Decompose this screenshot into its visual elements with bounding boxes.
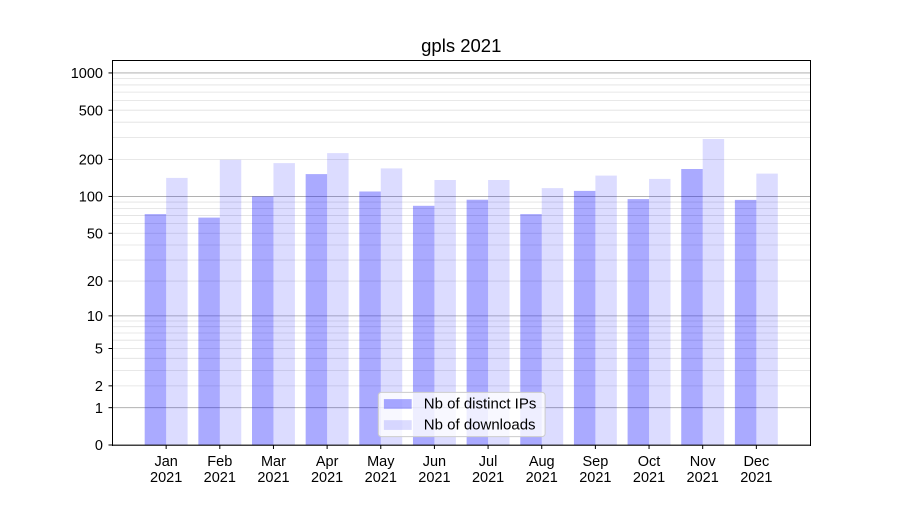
svg-text:2021: 2021 — [311, 470, 343, 486]
svg-text:Nb of downloads: Nb of downloads — [424, 416, 536, 433]
svg-text:2021: 2021 — [579, 470, 611, 486]
svg-text:Apr: Apr — [316, 454, 339, 470]
svg-text:Jun: Jun — [423, 454, 446, 470]
svg-text:1: 1 — [95, 401, 103, 417]
svg-text:2: 2 — [95, 379, 103, 395]
svg-text:May: May — [367, 454, 395, 470]
svg-text:2021: 2021 — [204, 470, 236, 486]
svg-text:Mar: Mar — [261, 454, 286, 470]
svg-text:Feb: Feb — [207, 454, 232, 470]
svg-text:100: 100 — [79, 190, 103, 206]
svg-text:Aug: Aug — [529, 454, 555, 470]
svg-text:2021: 2021 — [740, 470, 772, 486]
svg-text:5: 5 — [95, 342, 103, 358]
svg-text:500: 500 — [79, 103, 103, 119]
svg-text:Jan: Jan — [154, 454, 177, 470]
svg-text:1000: 1000 — [71, 66, 103, 82]
svg-text:gpls 2021: gpls 2021 — [421, 35, 501, 56]
svg-text:Oct: Oct — [638, 454, 661, 470]
svg-text:2021: 2021 — [526, 470, 558, 486]
svg-text:Jul: Jul — [479, 454, 498, 470]
svg-text:2021: 2021 — [150, 470, 182, 486]
svg-text:2021: 2021 — [472, 470, 504, 486]
svg-text:10: 10 — [87, 309, 103, 325]
svg-text:0: 0 — [95, 438, 103, 454]
svg-text:Nov: Nov — [690, 454, 717, 470]
svg-text:50: 50 — [87, 226, 103, 242]
svg-text:2021: 2021 — [418, 470, 450, 486]
svg-text:2021: 2021 — [257, 470, 289, 486]
svg-text:Nb of distinct IPs: Nb of distinct IPs — [424, 395, 537, 412]
svg-text:200: 200 — [79, 153, 103, 169]
svg-text:Dec: Dec — [743, 454, 769, 470]
svg-text:Sep: Sep — [582, 454, 608, 470]
svg-text:2021: 2021 — [365, 470, 397, 486]
svg-text:2021: 2021 — [687, 470, 719, 486]
svg-text:20: 20 — [87, 274, 103, 290]
svg-text:2021: 2021 — [633, 470, 665, 486]
